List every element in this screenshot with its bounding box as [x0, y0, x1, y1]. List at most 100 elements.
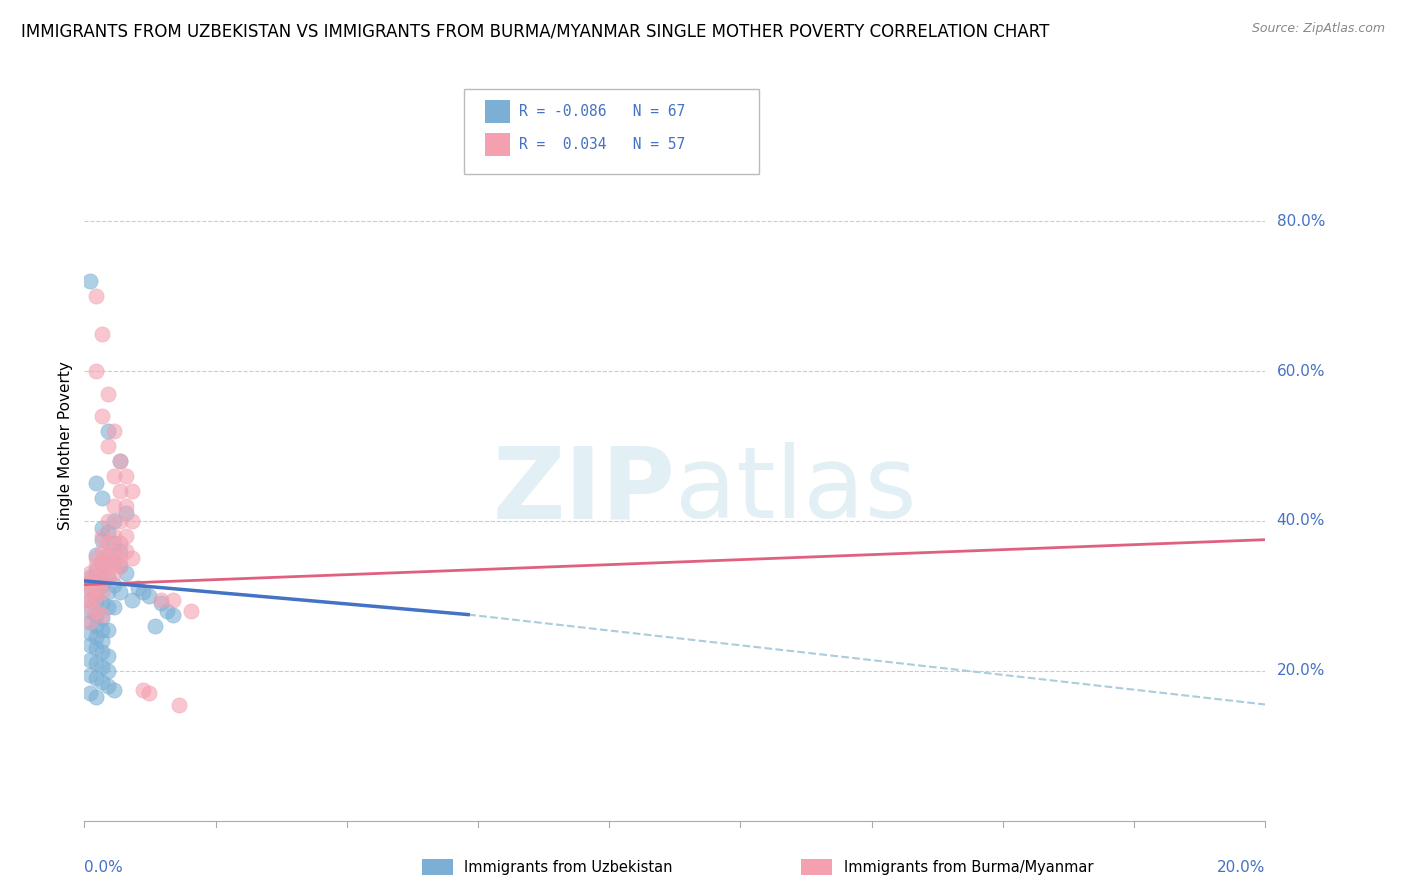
Point [84, 657, 107, 671]
Point [150, 596, 173, 610]
Point [180, 604, 202, 618]
Point [84, 563, 107, 577]
Text: 0.0%: 0.0% [84, 860, 124, 874]
Point [91, 633, 114, 648]
Point [79, 577, 101, 591]
Point [97, 558, 120, 573]
Point [84, 630, 107, 644]
Point [84, 574, 107, 588]
Text: 60.0%: 60.0% [1277, 364, 1324, 378]
Point [127, 582, 149, 596]
Point [162, 592, 184, 607]
Point [91, 675, 114, 690]
Point [103, 555, 125, 569]
Text: 20.0%: 20.0% [1277, 664, 1324, 678]
Point [108, 585, 131, 599]
Text: 80.0%: 80.0% [1277, 214, 1324, 228]
Point [108, 536, 131, 550]
Point [84, 364, 107, 378]
Point [84, 671, 107, 685]
Point [79, 574, 101, 588]
Point [79, 570, 101, 584]
Point [97, 548, 120, 562]
Point [132, 585, 155, 599]
Point [114, 469, 136, 483]
Point [121, 551, 143, 566]
Point [103, 544, 125, 558]
Point [150, 592, 173, 607]
Point [91, 611, 114, 625]
Point [91, 409, 114, 423]
Point [79, 592, 101, 607]
Y-axis label: Single Mother Poverty: Single Mother Poverty [58, 361, 73, 531]
Point [108, 483, 131, 498]
Point [91, 577, 114, 591]
Point [91, 585, 114, 599]
Point [97, 570, 120, 584]
Point [97, 664, 120, 678]
Point [108, 544, 131, 558]
Point [91, 529, 114, 543]
Text: atlas: atlas [675, 442, 917, 540]
Point [84, 570, 107, 584]
Point [97, 548, 120, 562]
Text: R =  0.034   N = 57: R = 0.034 N = 57 [519, 137, 685, 152]
Point [103, 499, 125, 513]
Text: Immigrants from Uzbekistan: Immigrants from Uzbekistan [464, 860, 672, 874]
Point [114, 544, 136, 558]
Point [97, 525, 120, 540]
Point [103, 566, 125, 581]
Point [97, 514, 120, 528]
Point [121, 483, 143, 498]
Point [79, 604, 101, 618]
Point [84, 641, 107, 656]
Point [97, 679, 120, 693]
Point [79, 585, 101, 599]
Point [84, 558, 107, 573]
Point [138, 589, 160, 603]
Point [108, 454, 131, 468]
Point [79, 626, 101, 640]
Point [91, 645, 114, 659]
Point [91, 596, 114, 610]
Text: R = -0.086   N = 67: R = -0.086 N = 67 [519, 104, 685, 119]
Point [84, 690, 107, 704]
Point [91, 326, 114, 341]
Point [108, 454, 131, 468]
Point [97, 585, 120, 599]
Point [91, 563, 114, 577]
Point [79, 582, 101, 596]
Point [97, 536, 120, 550]
Point [84, 607, 107, 622]
Point [103, 536, 125, 550]
Point [84, 476, 107, 491]
Point [79, 667, 101, 681]
Point [132, 682, 155, 697]
Text: IMMIGRANTS FROM UZBEKISTAN VS IMMIGRANTS FROM BURMA/MYANMAR SINGLE MOTHER POVERT: IMMIGRANTS FROM UZBEKISTAN VS IMMIGRANTS… [21, 22, 1049, 40]
Point [79, 652, 101, 666]
Point [108, 558, 131, 573]
Text: Source: ZipAtlas.com: Source: ZipAtlas.com [1251, 22, 1385, 36]
Point [79, 566, 101, 581]
Point [91, 566, 114, 581]
Point [91, 555, 114, 569]
Point [121, 592, 143, 607]
Point [97, 600, 120, 615]
Point [97, 386, 120, 401]
Point [103, 469, 125, 483]
Point [84, 551, 107, 566]
Point [97, 439, 120, 453]
Point [138, 686, 160, 700]
Point [114, 507, 136, 521]
Text: 40.0%: 40.0% [1277, 514, 1324, 528]
Point [84, 289, 107, 303]
Point [79, 274, 101, 288]
Point [84, 604, 107, 618]
Point [103, 682, 125, 697]
Point [162, 607, 184, 622]
Point [103, 424, 125, 438]
Point [91, 607, 114, 622]
Point [108, 551, 131, 566]
Point [84, 592, 107, 607]
Point [97, 424, 120, 438]
